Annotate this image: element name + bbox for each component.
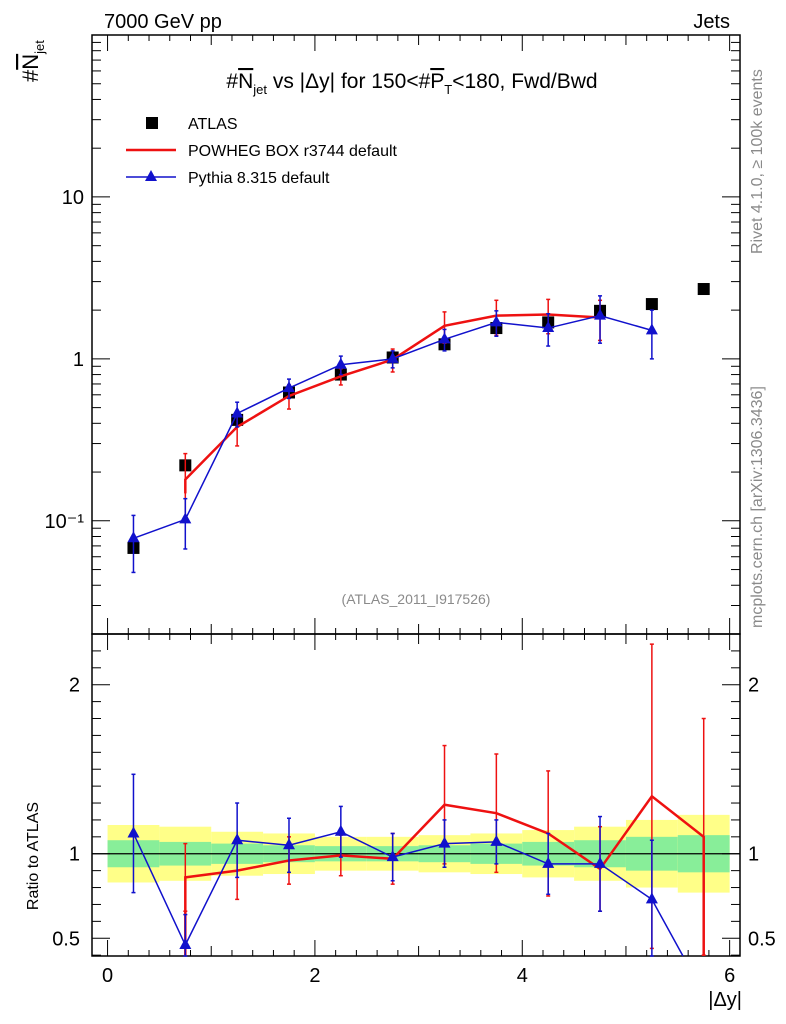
pythia-marker	[386, 351, 399, 363]
pythia-marker	[127, 531, 140, 543]
ratio-frame	[91, 633, 741, 957]
source-label: mcplots.cern.ch [arXiv:1306.3436]	[749, 386, 766, 628]
ratio-tick-label-left: 0.5	[52, 928, 80, 950]
x-tick-label: 2	[309, 965, 320, 987]
x-tick-label: 6	[724, 965, 735, 987]
ratio-plot-area	[127, 643, 706, 957]
category-label: Jets	[693, 11, 730, 33]
y-tick-label: 10	[62, 187, 84, 209]
powheg-line	[184, 313, 601, 494]
axis-ticks: 0 2 4 6 10⁻¹ 1 10 0.5 0.5 1 1 2 2	[45, 35, 776, 987]
atlas-data-point	[645, 298, 658, 311]
uncertainty-bands	[92, 814, 740, 893]
x-tick-label: 4	[517, 965, 528, 987]
ratio-tick-label-right: 2	[748, 675, 759, 697]
pythia-marker	[231, 406, 244, 418]
pythia-marker	[438, 332, 451, 344]
legend: ATLAS POWHEG BOX r3744 default Pythia 8.…	[126, 116, 398, 187]
x-tick-label: 0	[102, 965, 113, 987]
main-plot-area	[127, 283, 710, 574]
ratio-axis-title: Ratio to ATLAS	[25, 802, 42, 910]
atlas-data-point	[697, 283, 710, 296]
rivet-version-label: Rivet 4.1.0, ≥ 100k events	[749, 69, 766, 254]
title-p: P	[430, 70, 444, 93]
y-axis-title-n: N	[18, 54, 43, 70]
ratio-tick-label-left: 1	[69, 844, 80, 866]
title-pre: #	[226, 70, 238, 93]
pythia-ratio-marker	[334, 824, 347, 836]
legend-label-powheg: POWHEG BOX r3744 default	[188, 143, 398, 160]
svg-text:#Njet: #Njet	[18, 40, 47, 82]
legend-marker-atlas	[146, 117, 158, 129]
pythia-marker	[490, 315, 503, 327]
legend-label-pythia: Pythia 8.315 default	[188, 170, 330, 187]
pythia-ratio-marker	[594, 856, 607, 868]
y-tick-label: 1	[73, 349, 84, 371]
pythia-marker	[594, 308, 607, 320]
y-tick-label: 10⁻¹	[45, 511, 85, 533]
legend-label-atlas: ATLAS	[188, 116, 238, 133]
y-axis-title-sub: jet	[32, 40, 47, 55]
pythia-ratio-marker	[438, 836, 451, 848]
axes-frames	[91, 34, 741, 957]
x-axis-title: |Δy|	[708, 989, 742, 1011]
pythia-marker	[282, 381, 295, 393]
title-n-sub: jet	[252, 82, 267, 97]
title-p-sub: T	[444, 82, 452, 97]
title-n: N	[238, 70, 253, 93]
pythia-ratio-marker	[179, 938, 192, 950]
pythia-marker	[179, 512, 192, 524]
pythia-ratio-marker	[490, 834, 503, 846]
pythia-ratio-line	[132, 830, 684, 957]
pythia-ratio-marker	[127, 826, 140, 838]
pythia-ratio-marker	[386, 850, 399, 862]
title-mid: vs |Δy| for 150<#	[267, 70, 431, 93]
title-post: <180, Fwd/Bwd	[452, 70, 597, 93]
y-axis-title-hash: #	[18, 69, 43, 82]
pythia-ratio-marker	[542, 856, 555, 868]
ratio-tick-label-right: 0.5	[748, 928, 776, 950]
pythia-marker	[542, 321, 555, 333]
chart-title: #Njet vs |Δy| for 150<#PT<180, Fwd/Bwd	[226, 70, 597, 97]
legend-marker-pythia	[145, 170, 157, 181]
pythia-marker	[645, 323, 658, 335]
pythia-ratio-marker	[645, 892, 658, 904]
pythia-marker	[334, 357, 347, 369]
pythia-ratio-marker	[282, 838, 295, 850]
energy-label: 7000 GeV pp	[104, 11, 222, 33]
pythia-ratio-marker	[231, 833, 244, 845]
analysis-watermark: (ATLAS_2011_I917526)	[342, 591, 491, 607]
y-axis-title: #Njet	[18, 40, 47, 82]
ratio-tick-label-right: 1	[748, 844, 759, 866]
ratio-tick-label-left: 2	[69, 675, 80, 697]
